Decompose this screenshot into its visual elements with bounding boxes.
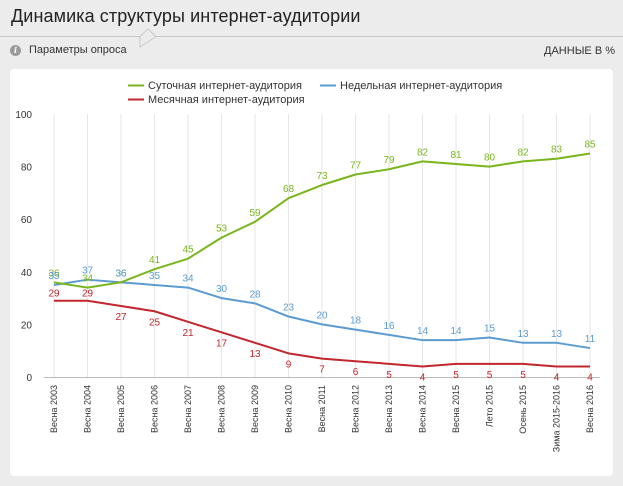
y-tick-label: 40 <box>21 268 33 279</box>
data-label: 18 <box>350 316 362 327</box>
data-label: 79 <box>383 155 395 166</box>
series-line <box>53 152 591 289</box>
data-label: 77 <box>350 160 362 171</box>
y-tick-label: 100 <box>15 110 32 121</box>
data-label: 5 <box>520 370 526 381</box>
data-label: 7 <box>319 365 325 376</box>
data-label: 4 <box>420 372 426 383</box>
survey-params-label: Параметры опроса <box>29 44 127 56</box>
x-tick-label: Осень 2015 <box>518 385 528 434</box>
data-label: 5 <box>453 370 459 381</box>
data-label: 21 <box>182 328 194 339</box>
y-tick-label: 60 <box>21 215 33 226</box>
data-label: 29 <box>48 289 60 300</box>
x-tick-label: Весна 2003 <box>49 385 59 433</box>
page-title: Динамика структуры интернет-аудитории <box>11 6 361 26</box>
data-label: 13 <box>551 329 563 340</box>
survey-params-toggle[interactable]: i Параметры опроса <box>10 44 127 56</box>
data-label: 37 <box>82 266 94 277</box>
data-label: 23 <box>283 303 295 314</box>
x-tick-label: Лето 2015 <box>485 385 495 427</box>
header-divider <box>0 28 623 48</box>
series-line <box>53 278 591 350</box>
data-label: 59 <box>249 208 261 219</box>
x-tick-label: Весна 2015 <box>451 385 461 433</box>
x-tick-label: Весна 2010 <box>284 385 294 433</box>
data-label: 27 <box>115 312 127 323</box>
data-label: 30 <box>216 284 228 295</box>
series-lines <box>53 152 591 368</box>
data-label: 16 <box>383 321 395 332</box>
data-label: 73 <box>316 171 328 182</box>
data-label: 68 <box>283 184 295 195</box>
legend-label: Месячная интернет-аудитория <box>148 94 305 106</box>
data-label: 11 <box>585 334 596 345</box>
x-tick-label: Весна 2016 <box>585 385 595 433</box>
page-header: Динамика структуры интернет-аудитории i … <box>0 0 623 60</box>
data-label: 36 <box>115 268 127 279</box>
data-label: 35 <box>48 271 60 282</box>
data-label: 6 <box>353 367 359 378</box>
x-tick-label: Весна 2005 <box>116 385 126 433</box>
y-tick-label: 20 <box>21 320 33 331</box>
data-label: 17 <box>216 338 228 349</box>
legend-label: Суточная интернет-аудитория <box>148 80 302 92</box>
data-label: 14 <box>417 326 429 337</box>
data-label: 53 <box>216 224 228 235</box>
x-tick-label: Весна 2006 <box>150 385 160 433</box>
data-label: 36 <box>115 268 127 279</box>
data-label: 29 <box>82 289 94 300</box>
data-label: 4 <box>554 372 560 383</box>
data-label: 15 <box>484 324 496 335</box>
x-tick-label: Весна 2007 <box>183 385 193 433</box>
data-label: 5 <box>487 370 493 381</box>
data-label: 13 <box>249 349 261 360</box>
data-label: 85 <box>584 139 596 150</box>
data-label: 81 <box>450 150 462 161</box>
data-label: 41 <box>149 255 161 266</box>
data-label: 4 <box>587 372 593 383</box>
data-label: 28 <box>249 289 261 300</box>
x-tick-label: Весна 2011 <box>317 385 327 432</box>
units-label: ДАННЫЕ В % <box>544 45 615 57</box>
data-label: 5 <box>386 370 392 381</box>
x-tick-label: Весна 2009 <box>250 385 260 433</box>
y-tick-label: 80 <box>21 163 33 174</box>
y-axis: 0 20 40 60 80 100 <box>15 110 32 384</box>
data-label: 13 <box>517 329 529 340</box>
data-label: 45 <box>182 245 194 256</box>
x-tick-label: Весна 2012 <box>351 385 361 433</box>
data-label: 80 <box>484 153 496 164</box>
data-label: 34 <box>82 274 94 285</box>
data-label: 83 <box>551 145 563 156</box>
data-label: 14 <box>450 326 462 337</box>
data-label: 82 <box>517 147 529 158</box>
data-label: 34 <box>182 274 194 285</box>
data-label: 82 <box>417 147 429 158</box>
legend-label: Недельная интернет-аудитория <box>340 80 502 92</box>
x-axis: Весна 2003 Весна 2004 Весна 2005 Весна 2006… <box>49 385 595 452</box>
info-icon: i <box>10 44 21 56</box>
y-tick-label: 0 <box>26 373 32 384</box>
data-label: 35 <box>149 271 161 282</box>
data-label: 9 <box>286 359 292 370</box>
data-label: 20 <box>316 310 328 321</box>
x-tick-label: Зима 2015-2016 <box>552 385 562 452</box>
x-tick-label: Весна 2008 <box>217 385 227 433</box>
chart-card: 0 20 40 60 80 100 Весна 2003 Весна 2004 Весна 2… <box>10 69 613 476</box>
x-tick-label: Весна 2013 <box>384 385 394 433</box>
legend: Суточная интернет-аудитория Недельная инт… <box>128 80 502 106</box>
series-line <box>54 299 590 368</box>
data-label: 25 <box>149 317 161 328</box>
x-tick-label: Весна 2004 <box>83 385 93 433</box>
x-tick-label: Весна 2014 <box>418 385 428 433</box>
grid-lines <box>44 114 600 378</box>
data-label: 36 <box>48 268 60 279</box>
